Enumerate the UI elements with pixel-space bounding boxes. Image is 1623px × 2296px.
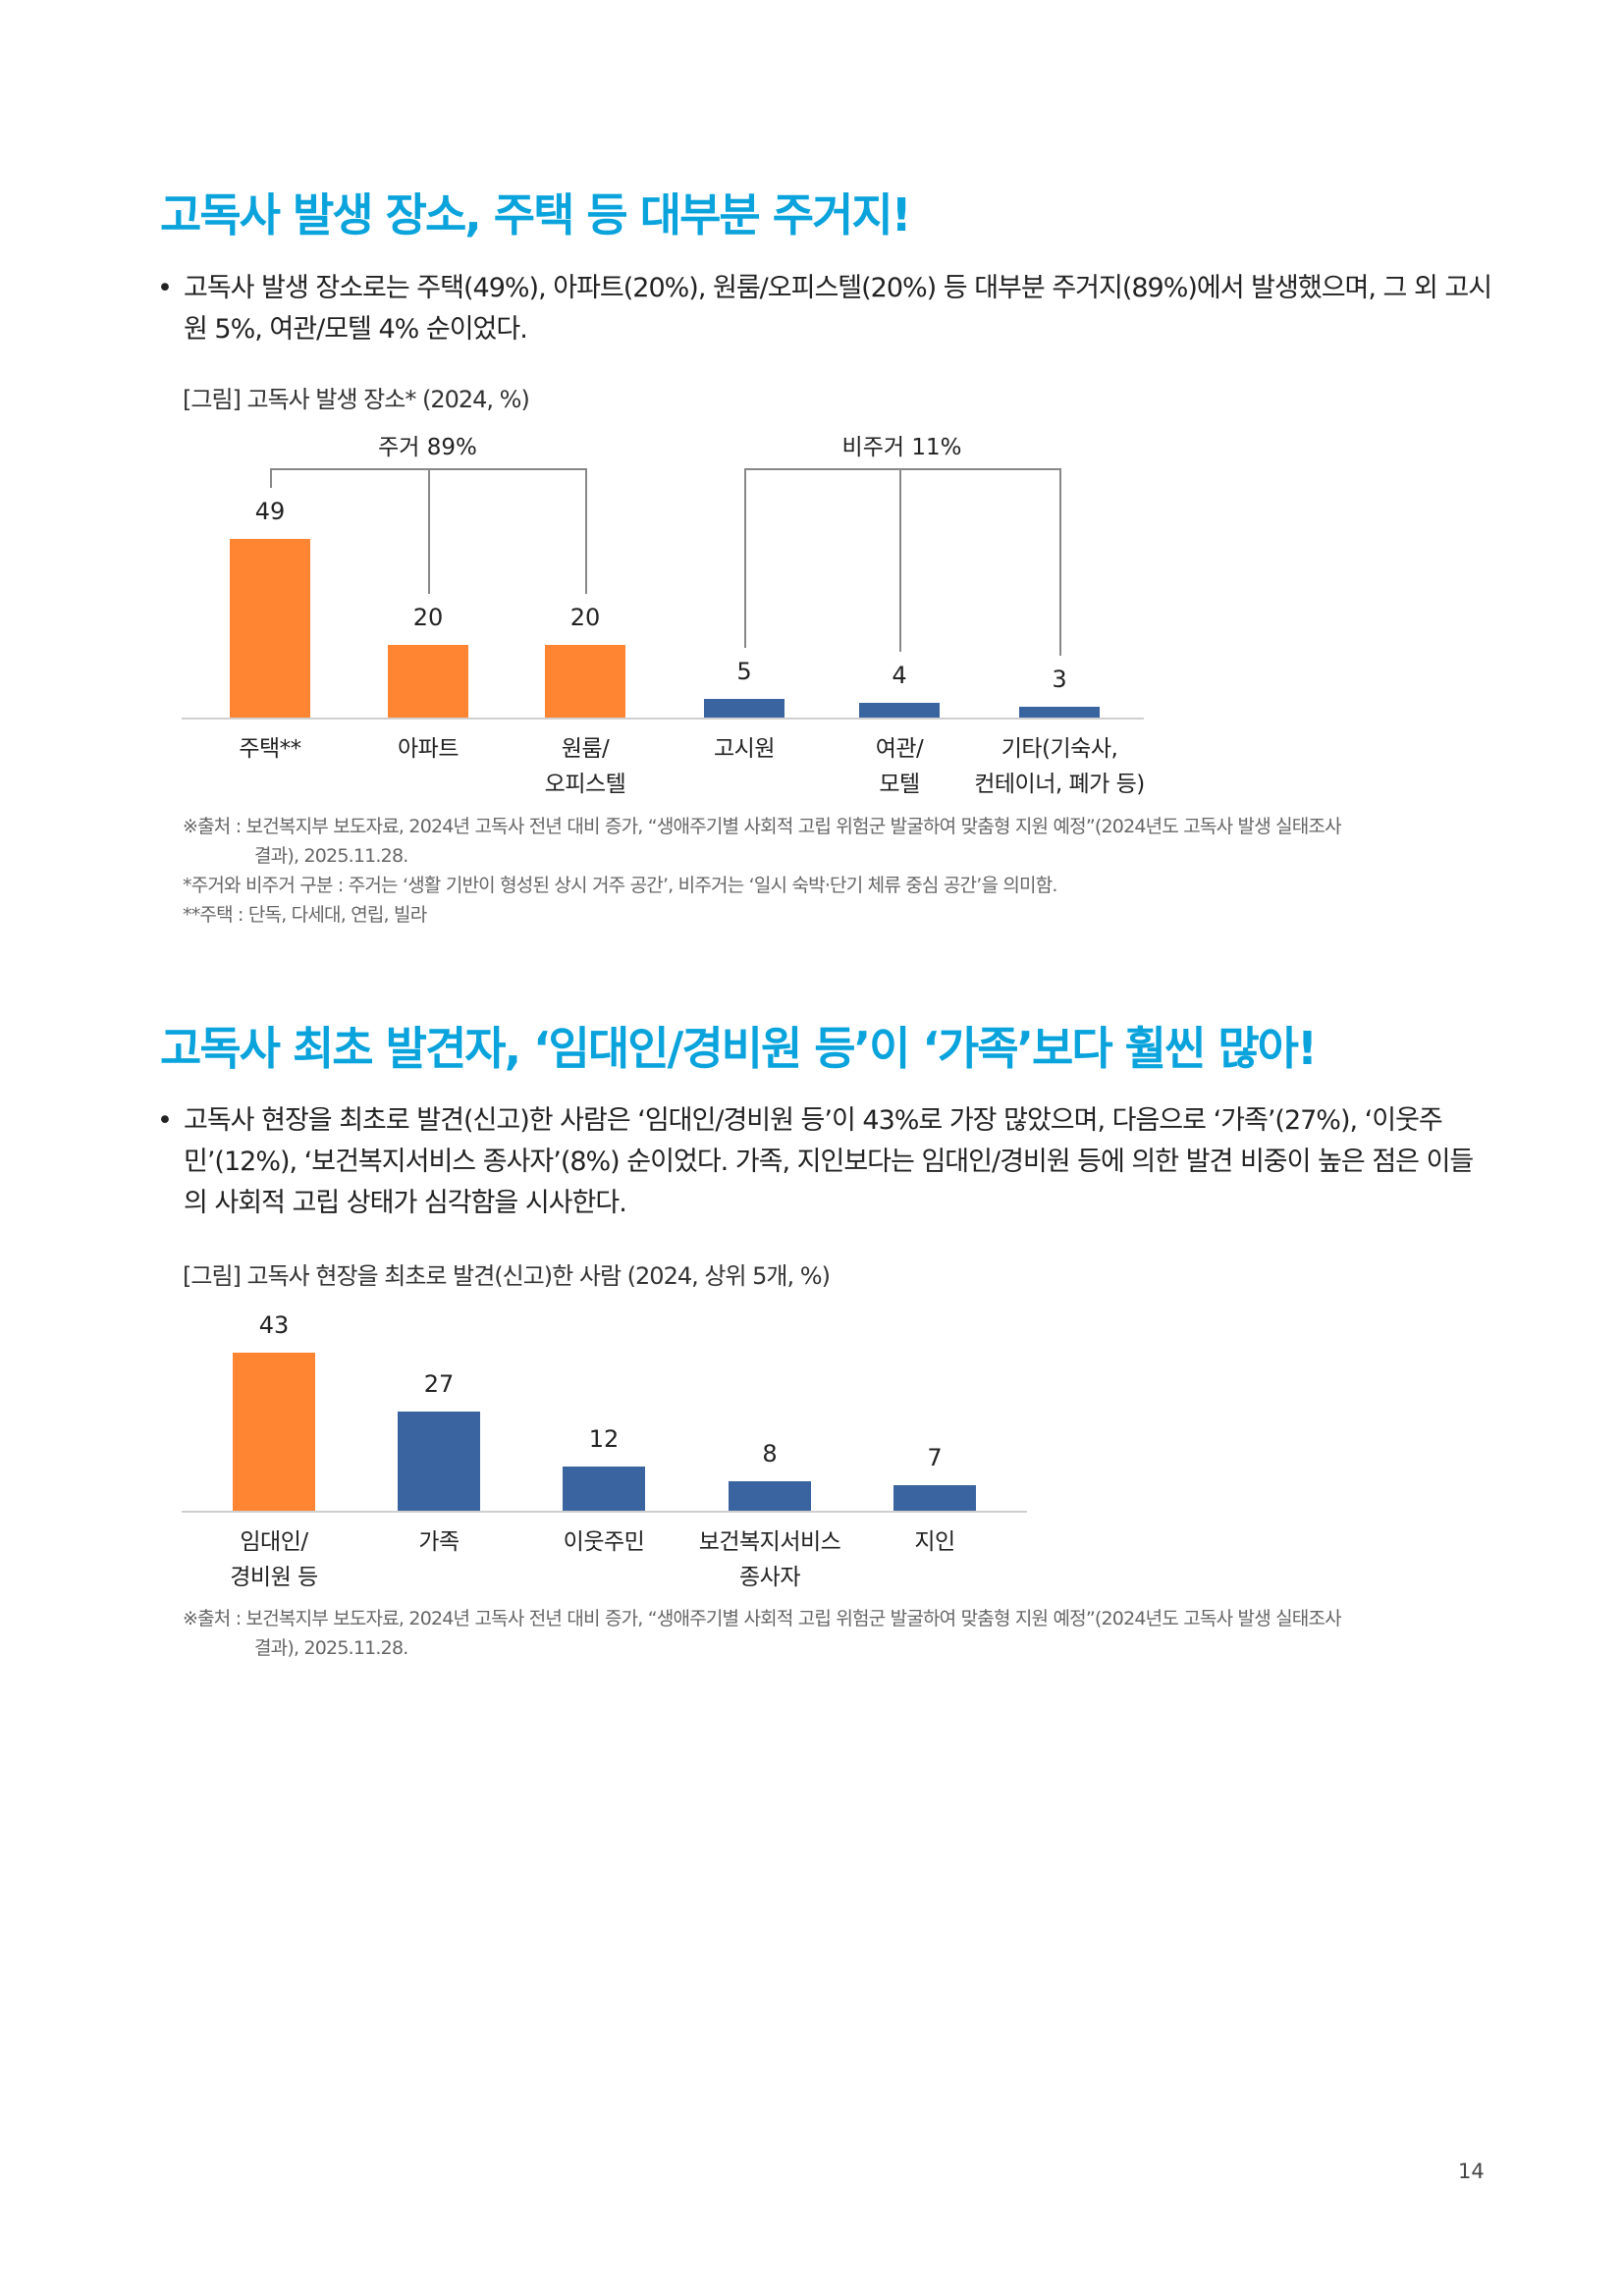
category-label: 임대인/ 경비원 등 [230, 1529, 318, 1590]
category-label: 원룸/ 오피스텔 [544, 736, 626, 797]
data-label: 12 [588, 1425, 620, 1454]
bracket-drop [1059, 468, 1061, 656]
source-line: ※출처 : 보건복지부 보도자료, 2024년 고독사 전년 대비 증가, “생… [183, 1608, 1342, 1629]
data-label: 8 [762, 1440, 778, 1468]
source-line: 결과), 2025.11.28. [254, 1637, 408, 1659]
chart2-caption: [그림] 고독사 현장을 최초로 발견(신고)한 사람 (2024, 상위 5개… [183, 1262, 831, 1290]
footnote-house: **주택 : 단독, 다세대, 연립, 빌라 [183, 904, 427, 926]
source-line: ※출처 : 보건복지부 보도자료, 2024년 고독사 전년 대비 증가, “생… [183, 816, 1342, 837]
bracket-drop [899, 468, 901, 653]
bullet-text: 고독사 현장을 최초로 발견(신고)한 사람은 ‘임대인/경비원 등’이 43%… [184, 1105, 1474, 1218]
chart1-caption: [그림] 고독사 발생 장소* (2024, %) [183, 386, 530, 413]
chart1-source: ※출처 : 보건복지부 보도자료, 2024년 고독사 전년 대비 증가, “생… [183, 812, 1488, 930]
bar [563, 1467, 645, 1511]
data-label: 27 [423, 1369, 455, 1398]
data-label: 5 [736, 658, 752, 686]
bullet-mark: • [157, 1105, 173, 1136]
footnote-residence: *주거와 비주거 구분 : 주거는 ‘생활 기반이 형성된 상시 거주 공간’,… [183, 875, 1057, 896]
bar [704, 699, 784, 718]
category-label: 고시원 [714, 736, 775, 762]
data-label: 43 [258, 1311, 290, 1339]
category-label: 보건복지서비스 종사자 [698, 1529, 841, 1590]
bullet-text: 고독사 발생 장소로는 주택(49%), 아파트(20%), 원룸/오피스텔(2… [184, 273, 1492, 345]
section1-bullet: • 고독사 발생 장소로는 주택(49%), 아파트(20%), 원룸/오피스텔… [157, 268, 1492, 350]
bullet-mark: • [157, 273, 173, 303]
x-axis [182, 1511, 1027, 1513]
bar [545, 644, 625, 718]
data-label: 49 [254, 498, 286, 525]
section2-title: 고독사 최초 발견자, ‘임대인/경비원 등’이 ‘가족’보다 훨씬 많아! [160, 1022, 1318, 1075]
category-label: 이웃주민 [563, 1529, 645, 1555]
category-label: 주택** [239, 736, 301, 762]
bar [230, 539, 310, 718]
bracket-drop [270, 468, 272, 488]
bar [398, 1411, 480, 1511]
source-line: 결과), 2025.11.28. [254, 845, 408, 867]
bracket-line [744, 468, 1061, 470]
section1-title: 고독사 발생 장소, 주택 등 대부분 주거지! [160, 188, 912, 241]
x-axis [182, 718, 1144, 720]
data-label: 7 [927, 1443, 943, 1471]
data-label: 20 [569, 603, 601, 631]
page-number: 14 [1458, 2160, 1485, 2183]
bracket-drop [585, 468, 587, 594]
bar [388, 644, 468, 718]
data-label: 3 [1052, 665, 1067, 693]
category-label: 가족 [418, 1529, 460, 1555]
bar [859, 703, 940, 718]
category-label: 여관/ 모텔 [875, 736, 924, 797]
bracket-drop [744, 468, 746, 649]
data-label: 20 [412, 603, 444, 631]
category-label: 기타(기숙사, 컨테이너, 폐가 등) [974, 736, 1145, 797]
section2-bullet: • 고독사 현장을 최초로 발견(신고)한 사람은 ‘임대인/경비원 등’이 4… [157, 1100, 1492, 1224]
category-label: 지인 [914, 1529, 955, 1555]
bracket-drop [428, 468, 430, 594]
chart2-source: ※출처 : 보건복지부 보도자료, 2024년 고독사 전년 대비 증가, “생… [183, 1604, 1488, 1663]
group-label: 주거 89% [378, 435, 477, 460]
category-label: 아파트 [398, 736, 459, 762]
group-label: 비주거 11% [841, 435, 962, 460]
bar [729, 1481, 811, 1511]
bar [233, 1353, 315, 1511]
data-label: 4 [892, 662, 907, 690]
bar [893, 1484, 976, 1511]
bar [1019, 706, 1100, 718]
